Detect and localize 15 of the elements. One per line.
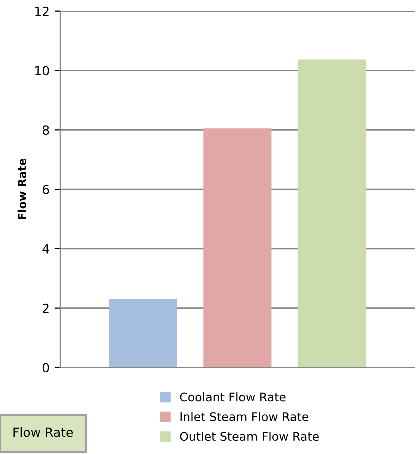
legend-label: Coolant Flow Rate bbox=[180, 392, 286, 402]
bar bbox=[109, 299, 178, 368]
y-tick-label: 10 bbox=[36, 66, 50, 76]
y-tick-label: 8 bbox=[42, 126, 50, 136]
y-tick-label: 4 bbox=[42, 244, 50, 254]
legend-label: Outlet Steam Flow Rate bbox=[180, 432, 319, 442]
bar bbox=[298, 60, 366, 368]
y-axis-title: Flow Rate bbox=[18, 159, 26, 220]
legend-label: Inlet Steam Flow Rate bbox=[180, 412, 309, 422]
y-tick-label: 12 bbox=[36, 6, 49, 16]
y-tick-label: 6 bbox=[42, 185, 50, 194]
text: Flow Rate bbox=[14, 428, 74, 438]
bar bbox=[204, 128, 272, 368]
y-tick-label: 2 bbox=[43, 304, 49, 314]
y-tick-label: 0 bbox=[42, 363, 50, 373]
